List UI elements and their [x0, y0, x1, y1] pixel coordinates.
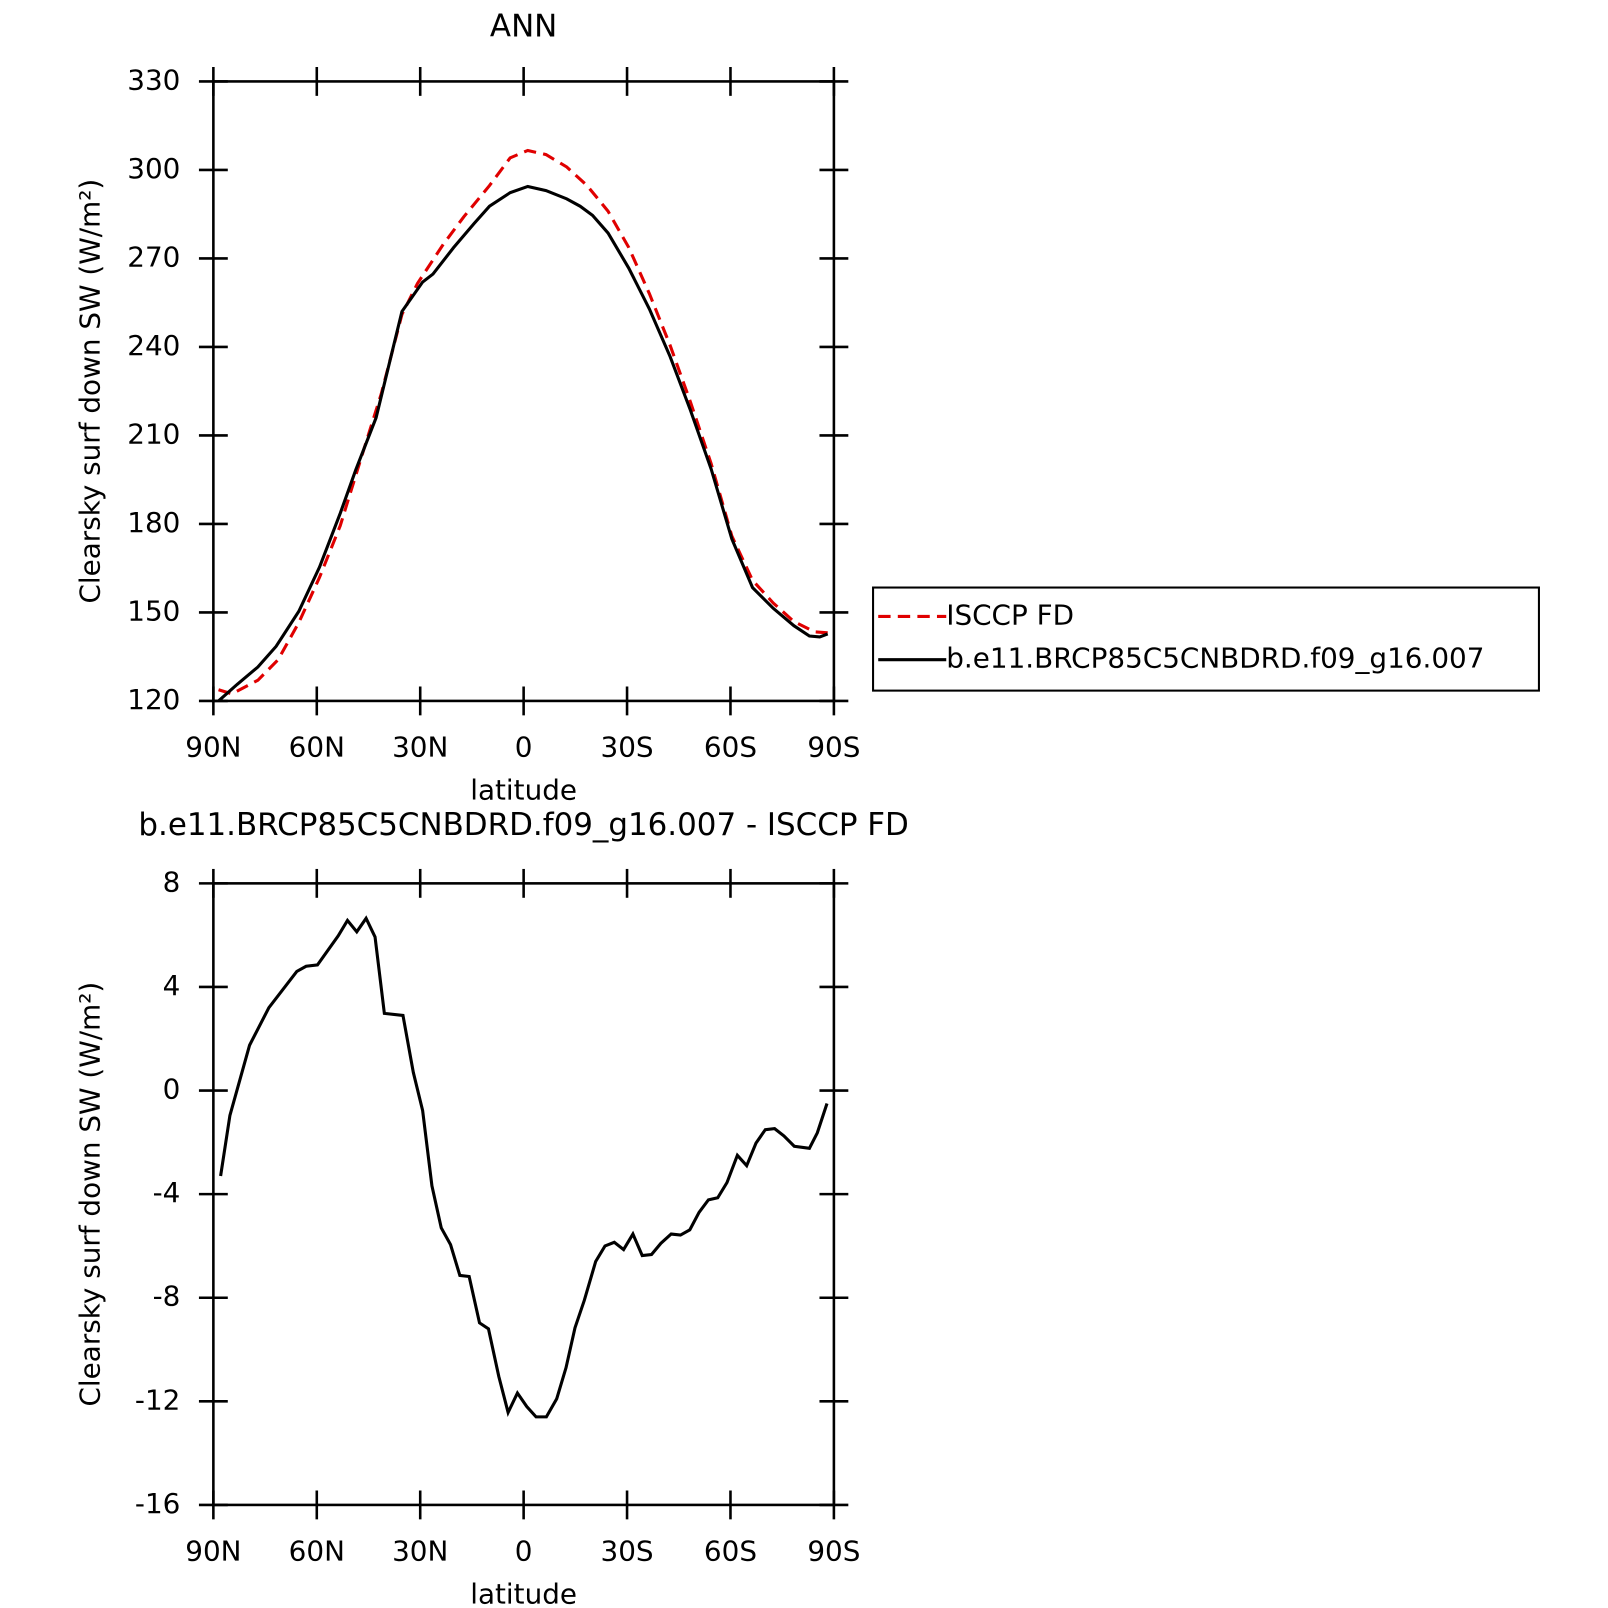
y-tick-label: 180	[127, 506, 180, 539]
x-tick-label: 90N	[185, 1534, 241, 1567]
data-line	[217, 184, 829, 703]
y-tick-label: 270	[127, 240, 180, 273]
y-tick-label: -4	[153, 1176, 181, 1209]
y-tick-label: 330	[127, 63, 180, 96]
data-line	[219, 915, 829, 1419]
x-tick-label: 60S	[704, 730, 757, 763]
x-tick-label: 0	[515, 1534, 533, 1567]
y-tick-label: -12	[135, 1383, 180, 1416]
y-tick-label: -8	[153, 1280, 181, 1313]
legend-box	[872, 586, 1540, 692]
y-tick-label: 150	[127, 594, 180, 627]
x-axis-label: latitude	[470, 1578, 577, 1608]
y-tick-label: 210	[127, 417, 180, 450]
chart-title: b.e11.BRCP85C5CNBDRD.f09_g16.007 - ISCCP…	[138, 807, 908, 843]
y-tick-label: 8	[163, 865, 181, 898]
y-tick-label: 120	[127, 683, 180, 716]
x-tick-label: 90S	[807, 1534, 860, 1567]
x-tick-label: 90S	[807, 730, 860, 763]
legend-label: b.e11.BRCP85C5CNBDRD.f09_g16.007	[946, 642, 1484, 675]
x-tick-label: 30N	[392, 730, 448, 763]
x-axis-label: latitude	[470, 774, 577, 807]
y-tick-label: 4	[163, 969, 181, 1002]
chart-title: ANN	[490, 8, 557, 44]
y-tick-label: -16	[135, 1487, 180, 1520]
x-tick-label: 90N	[185, 730, 241, 763]
x-tick-label: 60S	[704, 1534, 757, 1567]
y-tick-label: 0	[163, 1073, 181, 1106]
y-axis-label: Clearsky surf down SW (W/m²)	[74, 179, 107, 604]
y-axis-label: Clearsky surf down SW (W/m²)	[74, 982, 107, 1407]
x-tick-label: 30N	[392, 1534, 448, 1567]
x-tick-label: 60N	[289, 730, 345, 763]
y-tick-label: 300	[127, 152, 180, 185]
x-tick-label: 60N	[289, 1534, 345, 1567]
x-tick-label: 0	[515, 730, 533, 763]
plot-frame	[212, 80, 836, 703]
y-tick-label: 240	[127, 329, 180, 362]
x-tick-label: 30S	[601, 730, 654, 763]
plot-frame	[212, 882, 836, 1507]
data-line	[218, 148, 828, 696]
legend-label: ISCCP FD	[946, 598, 1074, 631]
x-tick-label: 30S	[601, 1534, 654, 1567]
